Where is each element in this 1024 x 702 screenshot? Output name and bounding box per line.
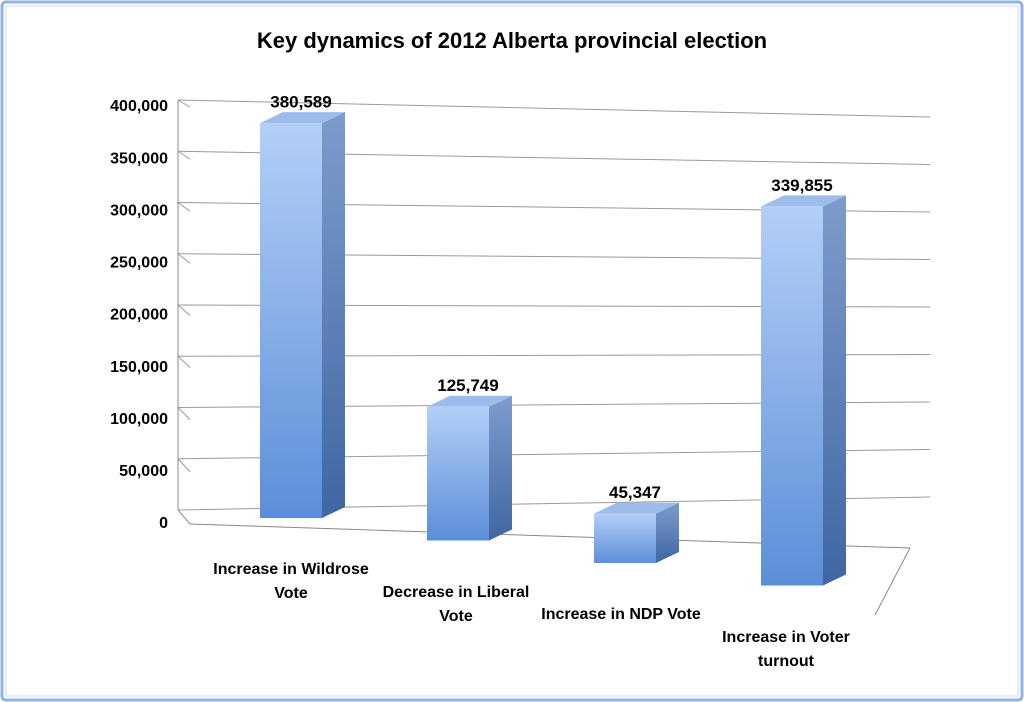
y-tick-label: 50,000: [119, 463, 168, 480]
inner-border: [5, 5, 1019, 697]
x-tick-label: Decrease in Liberal Vote: [382, 583, 530, 625]
grid-line: [177, 99, 931, 118]
bar-top: [427, 395, 512, 407]
right-floor-edge: [874, 547, 911, 616]
y-tick-label: 0: [159, 515, 168, 532]
x-tick-label: Increase in Wildrose Vote: [213, 561, 369, 602]
floor-grid-line: [177, 99, 191, 108]
bar-side: [656, 502, 679, 563]
bar: [594, 513, 656, 563]
floor-grid-line: [177, 458, 191, 473]
floor-grid-line: [177, 355, 191, 368]
x-tick-label: Increase in Voter turnout: [722, 628, 850, 670]
y-tick-label: 100,000: [110, 411, 168, 428]
x-tick-label: Increase in NDP Vote: [541, 606, 701, 623]
y-tick-label: 300,000: [110, 202, 168, 219]
bar-side: [823, 195, 846, 586]
bar-top: [260, 112, 345, 124]
floor-grid-line: [177, 202, 191, 212]
floor-grid-line: [177, 150, 191, 160]
floor-grid-line: [177, 253, 191, 264]
chart-title: Key dynamics of 2012 Alberta provincial …: [257, 28, 767, 53]
bar: [761, 206, 823, 586]
floor-grid-line: [177, 407, 191, 421]
y-tick-label: 400,000: [110, 98, 168, 115]
y-tick-label: 250,000: [110, 255, 168, 272]
value-label: 380,589: [270, 93, 331, 112]
y-tick-label: 200,000: [110, 307, 168, 324]
floor-grid-line: [177, 509, 191, 525]
y-tick-label: 150,000: [110, 359, 168, 376]
bar: [427, 406, 489, 541]
y-tick-label: 350,000: [110, 150, 168, 167]
value-label: 339,855: [771, 176, 832, 195]
value-label: 45,347: [609, 483, 661, 502]
value-label: 125,749: [437, 376, 498, 395]
bar-top: [761, 195, 846, 207]
floor-grid-line: [177, 304, 191, 316]
bar: [260, 123, 322, 518]
bar-top: [594, 502, 679, 514]
bar-side: [322, 112, 345, 518]
bar-side: [489, 395, 512, 541]
